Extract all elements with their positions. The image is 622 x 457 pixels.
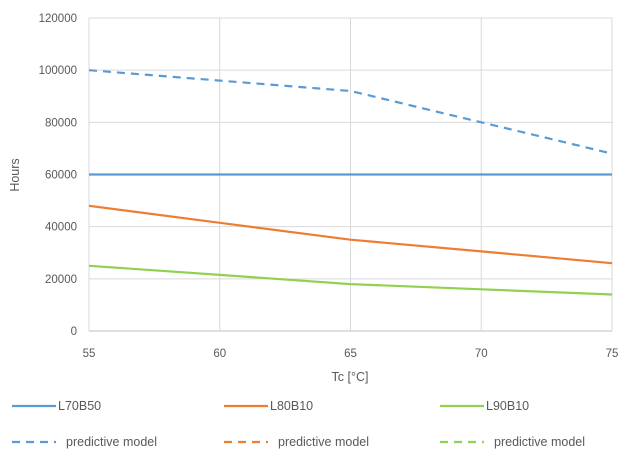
legend: L70B50 L80B10 L90B10 predictive model predic… xyxy=(12,399,585,449)
x-tick-label: 55 xyxy=(83,348,96,360)
x-tick-label: 65 xyxy=(344,348,357,360)
series-lines xyxy=(88,69,613,296)
legend-label: predictive model xyxy=(278,435,369,449)
axis-tick-labels: 0 20000 40000 60000 80000 100000 120000 55 60 65 7… xyxy=(39,13,619,360)
y-tick-label: 0 xyxy=(71,326,77,338)
legend-label: L80B10 xyxy=(270,399,313,413)
y-tick-label: 80000 xyxy=(45,117,77,129)
y-tick-label: 40000 xyxy=(45,222,77,234)
x-tick-label: 70 xyxy=(475,348,488,360)
y-tick-label: 60000 xyxy=(45,170,77,182)
series-line-l80b10 xyxy=(88,204,613,265)
legend-label: predictive model xyxy=(66,435,157,449)
series-line-predictive-model xyxy=(88,69,613,155)
legend-label: predictive model xyxy=(494,435,585,449)
y-tick-label: 100000 xyxy=(39,65,77,77)
legend-label: L90B10 xyxy=(486,399,529,413)
x-axis-title: Tc [°C] xyxy=(332,370,369,384)
x-tick-label: 75 xyxy=(606,348,619,360)
x-tick-label: 60 xyxy=(213,348,226,360)
y-tick-label: 120000 xyxy=(39,13,77,25)
legend-label: L70B50 xyxy=(58,399,101,413)
series-line-l90b10 xyxy=(88,264,613,296)
y-axis-title: Hours xyxy=(8,158,22,191)
y-tick-label: 20000 xyxy=(45,274,77,286)
